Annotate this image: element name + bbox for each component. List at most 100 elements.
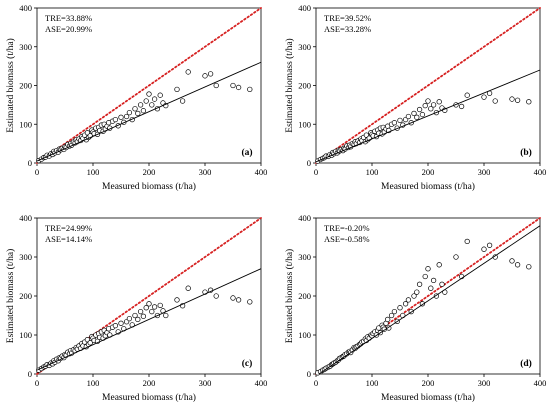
y-tick-label: 400: [298, 213, 311, 223]
y-axis-title: Estimated biomass (t/ha): [284, 249, 295, 343]
scatter-point: [137, 102, 144, 108]
panel-c: 0 100 200 300 400 0 100 200 300 400 TRE=24.99%ASE=…: [5, 213, 267, 403]
x-axis-title: Measured biomass (t/ha): [381, 181, 475, 192]
scatter-point: [464, 92, 470, 98]
scatter-point: [146, 301, 152, 307]
scatter-point: [391, 120, 398, 126]
x-tick-label: 100: [87, 378, 100, 388]
y-tick-label: 200: [298, 291, 311, 301]
scatter-point: [112, 322, 119, 329]
panel-b: 0 100 200 300 400 0 100 200 300 400 TRE=39.52%ASE=…: [284, 3, 546, 192]
scatter-point: [230, 82, 236, 89]
scatter-point: [157, 302, 163, 309]
y-tick-label: 300: [298, 252, 311, 262]
scatter-point: [425, 98, 431, 104]
scatter-point: [247, 86, 253, 93]
scatter-point: [481, 246, 487, 252]
x-tick-label: 300: [478, 378, 491, 388]
scatter-point: [207, 71, 214, 77]
scatter-point: [436, 262, 442, 268]
fit-line: [315, 69, 541, 163]
y-axis-title: Estimated biomass (t/ha): [5, 38, 16, 132]
scatter-point: [397, 117, 403, 124]
scatter-point: [411, 110, 417, 117]
scatter-point: [526, 99, 532, 105]
scatter-point: [132, 312, 138, 319]
scatter-point: [143, 98, 149, 104]
y-tick-label: 0: [307, 369, 311, 379]
y-tick-label: 300: [19, 252, 32, 262]
fit-line: [318, 225, 541, 375]
scatter-point: [414, 114, 420, 120]
scatter-point: [146, 91, 152, 97]
scatter-point: [405, 297, 412, 303]
x-tick-label: 200: [143, 167, 156, 177]
scatter-point: [174, 297, 180, 303]
scatter-point: [235, 297, 242, 303]
scatter-point: [185, 285, 191, 291]
y-axis-title: Estimated biomass (t/ha): [284, 38, 295, 132]
scatter-point: [149, 102, 155, 108]
scatter-point: [87, 340, 93, 346]
scatter-point: [185, 69, 191, 75]
scatter-point: [514, 262, 521, 268]
scatter-point: [126, 315, 133, 322]
x-tick-label: 100: [87, 167, 100, 177]
scatter-point: [118, 114, 124, 120]
x-axis-title: Measured biomass (t/ha): [381, 392, 475, 403]
scatter-point: [151, 304, 158, 310]
x-tick-label: 400: [255, 167, 268, 177]
scatter-point: [402, 301, 409, 307]
y-tick-label: 100: [19, 119, 32, 129]
panel-a: 0 100 200 300 400 0 100 200 300 400 TRE=33.88%ASE=…: [5, 3, 267, 192]
stat-line: TRE=24.99%: [45, 223, 92, 233]
scatter-point: [428, 106, 434, 112]
scatter-point: [388, 312, 395, 319]
scatter-point: [137, 308, 144, 315]
scatter-point: [126, 109, 133, 116]
x-tick-label: 0: [314, 167, 318, 177]
x-tick-label: 200: [143, 378, 156, 388]
scatter-point: [411, 293, 417, 299]
x-tick-label: 300: [478, 167, 491, 177]
x-axis-title: Measured biomass (t/ha): [102, 181, 196, 192]
scatter-point: [419, 111, 426, 118]
panel-label: (b): [520, 147, 532, 158]
x-tick-label: 100: [366, 378, 379, 388]
scatter-point: [179, 98, 186, 104]
scatter-point: [135, 316, 141, 323]
scatter-point: [453, 254, 459, 260]
y-tick-label: 200: [19, 81, 32, 91]
scatter-point: [428, 285, 434, 291]
scatter-point: [112, 116, 119, 123]
scatter-point: [118, 320, 124, 326]
y-tick-label: 0: [28, 369, 32, 379]
x-tick-label: 400: [534, 378, 547, 388]
x-tick-label: 200: [422, 167, 435, 177]
scatter-point: [430, 102, 437, 108]
scatter-point: [151, 96, 158, 102]
scatter-point: [391, 308, 398, 315]
scatter-point: [135, 110, 141, 117]
panel-label: (a): [241, 147, 252, 158]
scatter-point: [464, 238, 470, 245]
stat-line: TRE=33.88%: [45, 13, 92, 23]
x-tick-label: 0: [314, 378, 318, 388]
scatter-point: [174, 86, 180, 93]
y-axis-title: Estimated biomass (t/ha): [5, 249, 16, 343]
y-tick-label: 400: [19, 213, 32, 223]
stat-line: ASE=-0.58%: [324, 234, 370, 244]
scatter-point: [422, 102, 428, 109]
scatter-point: [405, 113, 412, 120]
fit-line: [36, 61, 262, 162]
scatter-point: [140, 313, 147, 319]
stat-line: ASE=33.28%: [324, 24, 371, 34]
fit-line: [36, 268, 262, 371]
scatter-point: [140, 108, 147, 114]
scatter-point: [436, 99, 442, 105]
scatter-point: [425, 266, 431, 272]
scatter-point: [123, 113, 130, 120]
y-tick-label: 300: [19, 42, 32, 52]
x-tick-label: 300: [199, 167, 212, 177]
